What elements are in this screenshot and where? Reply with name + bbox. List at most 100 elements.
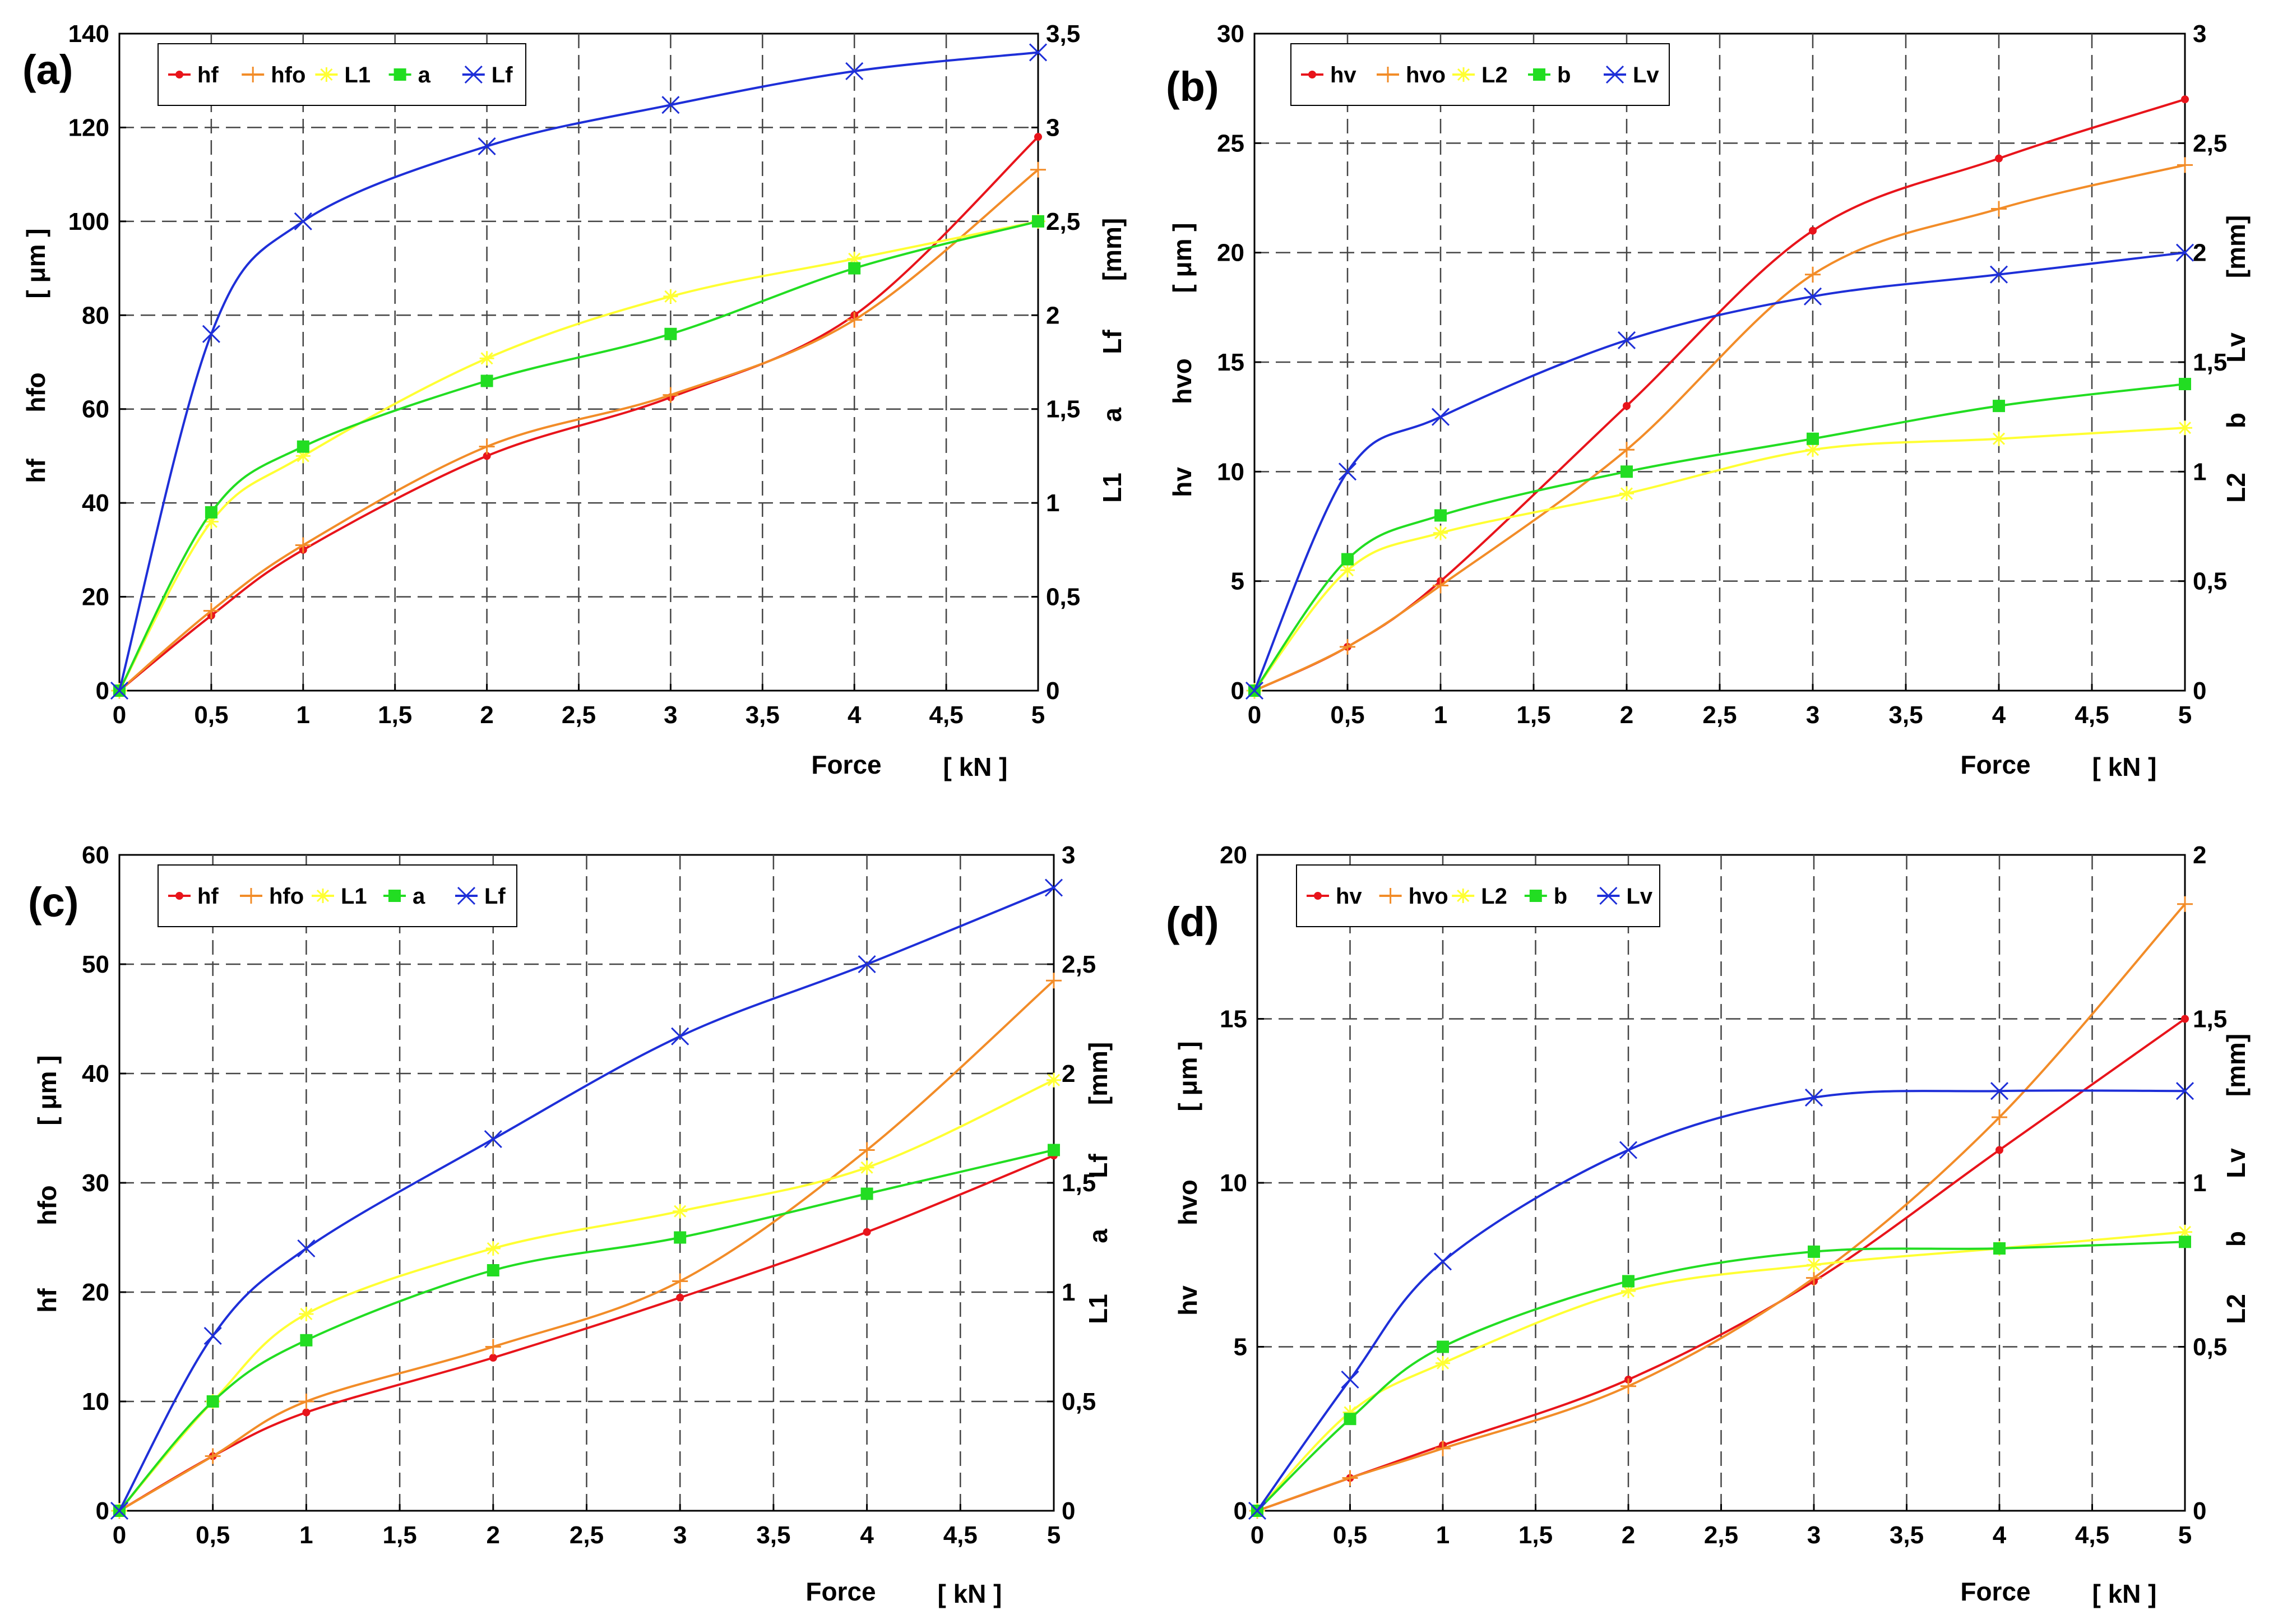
data-point-Lv: [2175, 243, 2194, 262]
x-tick-label: 2: [1620, 701, 1633, 729]
data-point-a: [205, 506, 217, 519]
data-point-hv: [1995, 1146, 2003, 1154]
data-point-a: [848, 262, 861, 275]
x-tick-label: 5: [1047, 1521, 1061, 1549]
data-point-L1: [1047, 1072, 1061, 1088]
legend-label-L2: L2: [1481, 63, 1508, 87]
data-point-b: [1437, 1340, 1449, 1353]
y-left-label-2: hfo: [33, 1185, 62, 1225]
data-point-a: [487, 1264, 499, 1276]
y-left-tick-label: 15: [1220, 1006, 1247, 1033]
data-point-a: [674, 1231, 687, 1244]
x-tick-label: 4,5: [2075, 1521, 2109, 1549]
data-point-Lf: [1029, 43, 1048, 62]
data-point-b: [1808, 1245, 1820, 1258]
y-right-tick-label: 1,5: [1062, 1169, 1096, 1197]
data-point-a: [300, 1334, 313, 1347]
y-left-unit: [ μm ]: [21, 228, 50, 298]
y-right-tick-label: 3: [1062, 841, 1075, 869]
data-point-hf: [1034, 133, 1042, 141]
data-point-a: [1048, 1144, 1060, 1156]
y-right-label-2: a: [1098, 408, 1127, 422]
y-right-tick-label: 0,5: [1062, 1388, 1096, 1415]
legend-label-L2: L2: [1481, 884, 1507, 909]
x-tick-label: 2,5: [1704, 1521, 1738, 1549]
y-left-tick-label: 140: [68, 20, 109, 48]
y-right-tick-label: 3: [1046, 114, 1059, 141]
legend-label-Lf: Lf: [484, 884, 506, 909]
x-axis-label: Force: [805, 1577, 876, 1606]
data-point-a: [664, 327, 677, 340]
data-point-b: [1993, 1242, 2006, 1255]
y-left-label-1: hf: [21, 459, 50, 483]
legend-marker-Lv: [1599, 886, 1618, 905]
legend-marker-hvo: [1382, 888, 1399, 904]
data-point-Lf: [297, 1239, 316, 1258]
y-right-unit: [mm]: [1098, 218, 1127, 281]
y-right-tick-label: 0: [2193, 677, 2206, 705]
x-tick-label: 2,5: [570, 1521, 604, 1549]
x-tick-label: 1: [1436, 1521, 1450, 1549]
x-tick-label: 3,5: [1890, 1521, 1924, 1549]
data-point-L2: [1342, 1405, 1358, 1420]
y-right-tick-label: 3,5: [1046, 20, 1080, 48]
data-point-L2: [2178, 1224, 2192, 1239]
panel-b: (b)0 0,5 1 1,5 2 2,5 3 3,5 4 4,5 505101520253000,5…: [1166, 20, 2251, 781]
x-tick-label: 1,5: [378, 701, 412, 729]
data-point-Lv: [1803, 287, 1822, 306]
y-right-label-1: L2: [2221, 1294, 2251, 1324]
legend-marker-L2: [1456, 67, 1471, 82]
x-tick-label: 3: [664, 701, 677, 729]
y-left-tick-label: 15: [1217, 349, 1244, 376]
series-Lv: [1248, 1082, 2194, 1520]
data-point-hv: [1809, 226, 1817, 235]
data-point-Lf: [110, 681, 129, 700]
series-line-hfo: [118, 169, 1039, 692]
x-tick-label: 2,5: [562, 701, 596, 729]
panel-label: (a): [22, 47, 73, 93]
legend-label-a: a: [413, 884, 425, 909]
data-point-L2: [1436, 1355, 1450, 1371]
y-left-tick-label: 40: [82, 1060, 109, 1088]
y-right-tick-label: 0,5: [1046, 584, 1080, 611]
legend-marker-b: [1529, 890, 1542, 902]
legend-marker-L1: [316, 889, 330, 903]
panel-d: (d)0 0,5 1 1,5 2 2,5 3 3,5 4 4,5 50510152000,511,5…: [1166, 841, 2251, 1608]
data-point-hvo: [1805, 266, 1821, 283]
series-Lf: [110, 43, 1048, 700]
data-point-hvo: [1806, 1270, 1822, 1286]
y-right-tick-label: 0: [1046, 677, 1059, 705]
y-right-tick-label: 3: [2193, 20, 2206, 48]
data-point-Lv: [1248, 1501, 1267, 1520]
y-right-tick-label: 2: [1046, 302, 1059, 329]
data-point-b: [1993, 400, 2005, 413]
legend-label-hfo: hfo: [269, 884, 304, 909]
data-point-hfo: [672, 1273, 688, 1289]
data-point-L1: [299, 1307, 314, 1321]
data-point-L1: [485, 1241, 501, 1256]
legend-label-hfo: hfo: [271, 63, 305, 87]
data-point-hf: [483, 452, 491, 460]
data-point-hfo: [485, 1339, 501, 1355]
data-point-Lf: [484, 1130, 502, 1149]
y-left-tick-label: 0: [1231, 677, 1244, 705]
legend-marker-b: [1533, 68, 1545, 81]
x-tick-label: 5: [1031, 701, 1045, 729]
x-axis-unit: [ kN ]: [938, 1579, 1002, 1608]
y-left-label-2: hvo: [1173, 1179, 1202, 1225]
x-tick-label: 0,5: [194, 701, 228, 729]
series-hvo: [1249, 896, 2193, 1519]
y-right-tick-label: 0: [1062, 1497, 1075, 1525]
data-point-hfo: [298, 1394, 314, 1409]
legend-marker-hfo: [243, 888, 259, 904]
legend-label-Lf: Lf: [492, 63, 513, 87]
y-right-label-2: b: [2221, 413, 2251, 428]
legend-marker-hf: [175, 892, 183, 900]
panel-a: (a)0 0,5 1 1,5 2 2,5 3 3,5 4 4,5 50204060801001201…: [21, 20, 1127, 781]
data-point-hvo: [1435, 1440, 1451, 1456]
x-tick-label: 0: [1248, 701, 1261, 729]
y-left-tick-label: 20: [1217, 239, 1244, 267]
y-left-label-2: hfo: [21, 372, 50, 413]
x-tick-label: 2: [480, 701, 493, 729]
y-left-label-2: hvo: [1168, 358, 1197, 404]
